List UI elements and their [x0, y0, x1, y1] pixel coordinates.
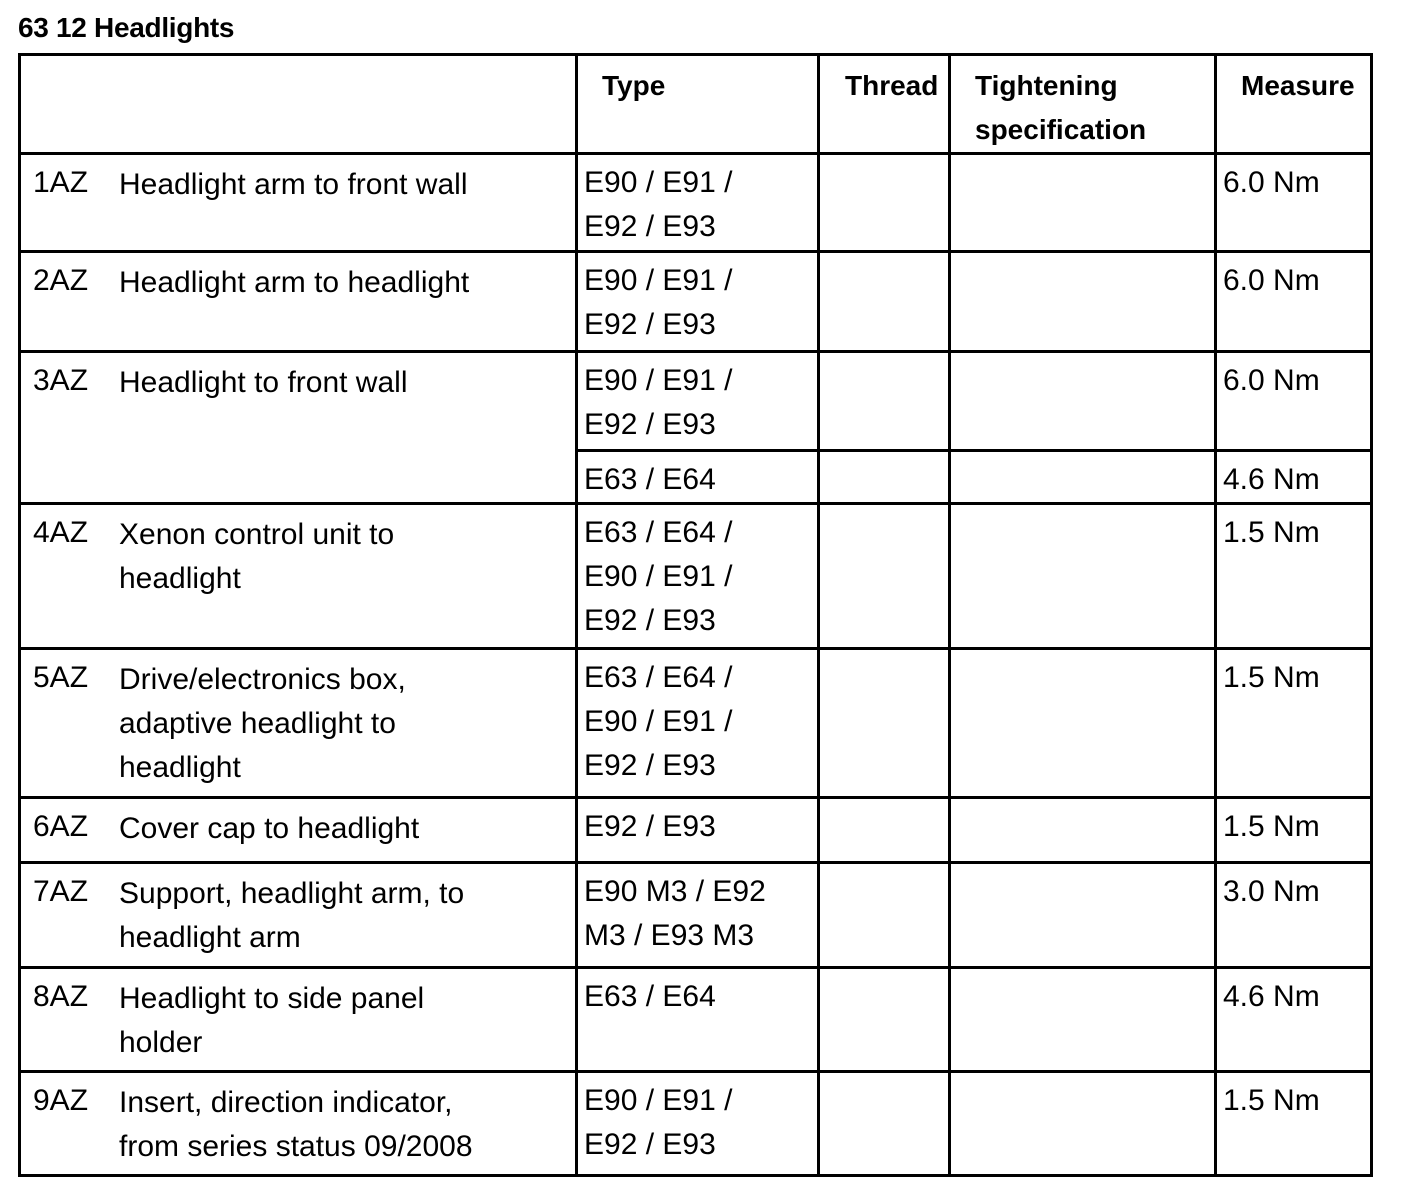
measure-cell: 6.0 Nm	[1214, 152, 1373, 253]
measure-cell: 6.0 Nm	[1214, 250, 1373, 353]
table-row: 8AZ Headlight to side panel holder E63 / …	[18, 966, 1373, 1073]
type-cell: E90 / E91 / E92 / E93	[575, 350, 820, 452]
table-row: 6AZ Cover cap to headlight E92 / E93 1.5 …	[18, 796, 1373, 864]
thread-cell	[817, 647, 951, 799]
torque-table: Type Thread Tightening specification Mea…	[18, 53, 1373, 1177]
spec-cell	[948, 152, 1217, 253]
header-type: Type	[575, 53, 820, 155]
item-code: 9AZ	[33, 1084, 89, 1117]
description-cell: 6AZ Cover cap to headlight	[18, 796, 578, 864]
table-row: 2AZ Headlight arm to headlight E90 / E91 …	[18, 250, 1373, 353]
type-cell: E63 / E64	[575, 966, 820, 1073]
spec-cell	[948, 861, 1217, 969]
item-code: 5AZ	[33, 661, 89, 694]
item-description: Headlight to side panel holder	[119, 982, 425, 1059]
table-row: 9AZ Insert, direction indicator, from se…	[18, 1070, 1373, 1177]
item-code: 4AZ	[33, 516, 89, 549]
header-measure: Measure	[1214, 53, 1373, 155]
spec-cell	[948, 502, 1217, 650]
description-cell: 9AZ Insert, direction indicator, from se…	[18, 1070, 578, 1177]
spec-cell	[948, 1070, 1217, 1177]
measure-cell: 1.5 Nm	[1214, 647, 1373, 799]
item-code: 7AZ	[33, 875, 89, 908]
type-cell: E92 / E93	[575, 796, 820, 864]
thread-cell	[817, 966, 951, 1073]
item-description: Cover cap to headlight	[119, 812, 420, 845]
spec-cell	[948, 966, 1217, 1073]
thread-cell	[817, 449, 951, 505]
type-cell: E90 M3 / E92 M3 / E93 M3	[575, 861, 820, 969]
description-cell: 5AZ Drive/electronics box, adaptive head…	[18, 647, 578, 799]
type-cell: E90 / E91 / E92 / E93	[575, 152, 820, 253]
measure-cell: 1.5 Nm	[1214, 1070, 1373, 1177]
item-code: 3AZ	[33, 364, 89, 397]
item-description: Headlight arm to front wall	[119, 168, 468, 201]
item-description: Headlight to front wall	[119, 366, 408, 399]
description-cell: 3AZ Headlight to front wall	[18, 350, 578, 505]
description-cell: 2AZ Headlight arm to headlight	[18, 250, 578, 353]
item-description: Xenon control unit to headlight	[119, 518, 395, 595]
type-cell: E63 / E64	[575, 449, 820, 505]
type-cell: E63 / E64 / E90 / E91 / E92 / E93	[575, 502, 820, 650]
item-description: Headlight arm to headlight	[119, 266, 470, 299]
thread-cell	[817, 502, 951, 650]
measure-cell: 4.6 Nm	[1214, 449, 1373, 505]
table-row: 3AZ Headlight to front wall E90 / E91 / E…	[18, 350, 1373, 505]
section-title: 63 12 Headlights	[18, 12, 235, 43]
type-cell: E90 / E91 / E92 / E93	[575, 250, 820, 353]
item-description: Insert, direction indicator, from series…	[119, 1086, 473, 1163]
thread-cell	[817, 861, 951, 969]
item-code: 6AZ	[33, 810, 89, 843]
thread-cell	[817, 250, 951, 353]
spec-cell	[948, 350, 1217, 452]
table-row: E63 / E64 4.6 Nm	[20, 449, 1373, 505]
item-code: 1AZ	[33, 166, 89, 199]
table-row: 5AZ Drive/electronics box, adaptive head…	[18, 647, 1373, 799]
measure-cell: 3.0 Nm	[1214, 861, 1373, 969]
item-description: Drive/electronics box, adaptive headligh…	[119, 663, 406, 784]
item-code: 8AZ	[33, 980, 89, 1013]
table-row: 7AZ Support, headlight arm, to headlight…	[18, 861, 1373, 969]
table-row: 1AZ Headlight arm to front wall E90 / E91…	[18, 152, 1373, 253]
header-row: Type Thread Tightening specification Mea…	[18, 53, 1373, 155]
description-cell: 4AZ Xenon control unit to headlight	[18, 502, 578, 650]
measure-cell: 1.5 Nm	[1214, 502, 1373, 650]
header-thread: Thread	[817, 53, 951, 155]
type-cell: E90 / E91 / E92 / E93	[575, 1070, 820, 1177]
spec-cell	[948, 250, 1217, 353]
header-description	[18, 53, 578, 155]
spec-cell	[948, 647, 1217, 799]
measure-cell: 4.6 Nm	[1214, 966, 1373, 1073]
thread-cell	[817, 152, 951, 253]
thread-cell	[817, 796, 951, 864]
spec-cell	[948, 449, 1217, 505]
description-cell: 8AZ Headlight to side panel holder	[18, 966, 578, 1073]
table-row: 4AZ Xenon control unit to headlight E63 /…	[18, 502, 1373, 650]
description-cell: 1AZ Headlight arm to front wall	[18, 152, 578, 253]
type-cell: E63 / E64 / E90 / E91 / E92 / E93	[575, 647, 820, 799]
measure-cell: 6.0 Nm	[1214, 350, 1373, 452]
item-description: Support, headlight arm, to headlight arm	[119, 877, 465, 954]
thread-cell	[817, 1070, 951, 1177]
measure-cell: 1.5 Nm	[1214, 796, 1373, 864]
header-tightening-specification: Tightening specification	[948, 53, 1217, 155]
thread-cell	[817, 350, 951, 452]
description-cell: 7AZ Support, headlight arm, to headlight…	[18, 861, 578, 969]
item-code: 2AZ	[33, 264, 89, 297]
spec-cell	[948, 796, 1217, 864]
